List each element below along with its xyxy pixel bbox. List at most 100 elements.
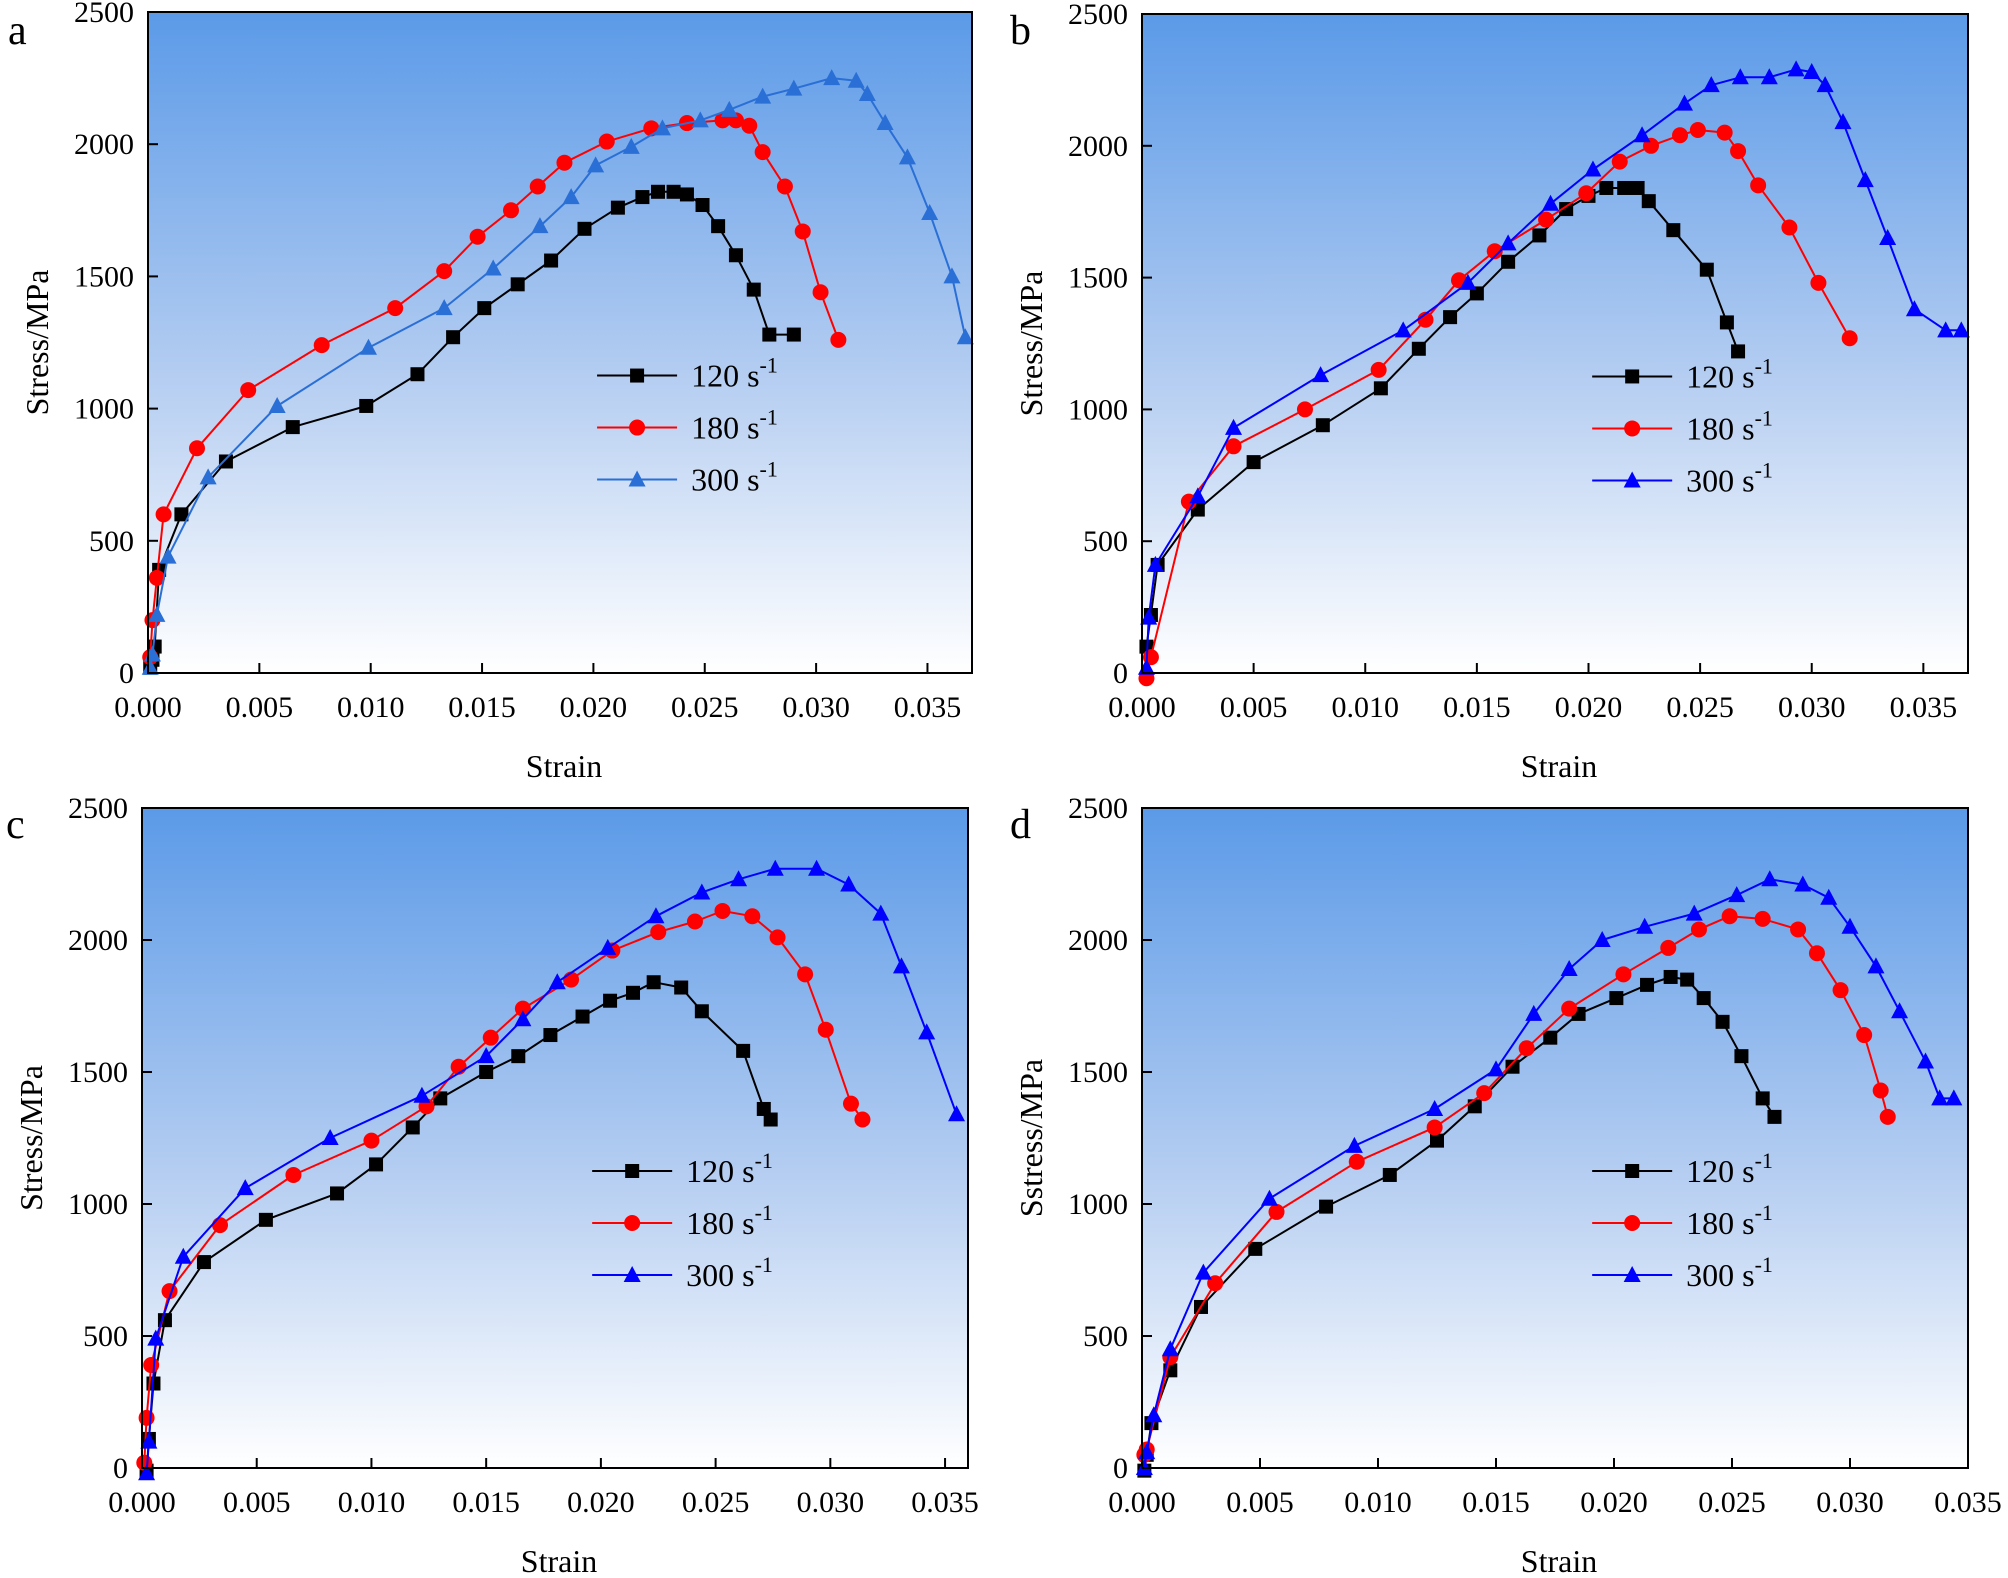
data-point: [763, 1112, 778, 1127]
data-point: [1867, 957, 1885, 974]
data-point: [1189, 487, 1207, 504]
y-tick-label: 1500: [74, 260, 134, 293]
data-point: [562, 188, 580, 205]
data-point: [138, 1409, 155, 1426]
data-point: [762, 327, 777, 342]
data-point: [369, 1157, 384, 1172]
series-s300: [1135, 870, 1963, 1475]
data-point: [1636, 917, 1654, 934]
data-point: [785, 79, 803, 96]
x-tick-label: 0.025: [682, 1486, 750, 1519]
data-point: [1443, 310, 1458, 325]
y-tick-label: 500: [89, 525, 134, 558]
data-point: [817, 1021, 834, 1038]
data-point: [1268, 1203, 1285, 1220]
x-tick-label: 0.000: [108, 1486, 176, 1519]
data-point: [1543, 1030, 1558, 1045]
data-point: [1542, 194, 1560, 211]
data-point: [622, 137, 640, 154]
data-point: [1680, 972, 1695, 987]
data-point: [529, 178, 546, 195]
data-point: [1505, 1059, 1520, 1074]
x-tick-label: 0.035: [1934, 1486, 2002, 1519]
data-point: [797, 966, 814, 983]
data-point: [694, 1004, 709, 1019]
data-point: [1630, 180, 1645, 195]
data-point: [1459, 273, 1477, 290]
legend-marker: [1625, 1164, 1640, 1178]
data-point: [943, 267, 961, 284]
data-point: [1467, 1099, 1482, 1114]
data-point: [1560, 960, 1578, 977]
data-point: [143, 1357, 160, 1374]
y-tick-label: 1500: [68, 1056, 128, 1089]
data-point: [212, 1217, 229, 1234]
data-point: [330, 1186, 345, 1201]
data-point: [650, 924, 667, 941]
x-tick-label: 0.015: [1443, 691, 1511, 724]
plot-background: [148, 12, 972, 673]
series-line: [149, 77, 967, 668]
legend-marker: [1624, 1215, 1641, 1231]
data-point: [918, 1023, 936, 1040]
data-point: [1411, 341, 1426, 356]
data-point: [1532, 228, 1547, 243]
x-tick-label: 0.010: [338, 1486, 406, 1519]
legend-label: 300 s-1: [691, 457, 778, 498]
data-point: [1781, 219, 1798, 236]
legend-marker: [624, 1215, 641, 1231]
data-point: [1841, 917, 1859, 934]
data-point: [1689, 121, 1706, 138]
data-point: [754, 87, 772, 104]
data-point: [1641, 194, 1656, 209]
y-axis-title: Stress/MPa: [13, 1065, 49, 1211]
legend-marker: [1623, 471, 1641, 488]
legend-marker: [629, 419, 646, 436]
data-point: [556, 154, 573, 171]
x-tick-label: 0.015: [452, 1486, 520, 1519]
data-point: [1945, 1089, 1963, 1106]
data-point: [720, 100, 738, 117]
data-point: [1731, 68, 1749, 85]
data-point: [1319, 1199, 1334, 1214]
data-point: [1917, 1052, 1935, 1069]
data-point: [898, 148, 916, 165]
data-point: [1382, 1167, 1397, 1182]
data-point: [711, 219, 726, 234]
y-tick-label: 2000: [74, 128, 134, 161]
data-point: [776, 178, 793, 195]
data-point: [548, 973, 566, 990]
data-point: [1611, 153, 1628, 170]
x-axis-title: Strain: [1521, 1543, 1597, 1578]
data-point: [598, 133, 615, 150]
data-point: [199, 468, 217, 485]
data-point: [1345, 1136, 1363, 1153]
data-point: [285, 1166, 302, 1183]
data-point: [1296, 401, 1313, 418]
data-point: [1820, 888, 1838, 905]
data-point: [746, 282, 761, 297]
x-tick-label: 0.020: [560, 691, 628, 724]
data-point: [577, 221, 592, 236]
data-point: [155, 506, 172, 523]
plot-frame: [141, 807, 969, 1469]
plot-background: [142, 808, 968, 1468]
data-point: [1486, 243, 1503, 260]
x-tick-label: 0.025: [1666, 691, 1734, 724]
data-point: [872, 904, 890, 921]
legend-marker: [623, 1266, 641, 1282]
data-point: [1559, 202, 1574, 217]
data-point: [736, 1043, 751, 1058]
y-tick-label: 2500: [68, 792, 128, 825]
data-point: [313, 337, 330, 354]
data-point: [1246, 455, 1261, 470]
data-point: [258, 1212, 273, 1227]
data-point: [1702, 76, 1720, 93]
x-tick-label: 0.035: [1890, 691, 1958, 724]
series-line: [1143, 878, 1954, 1469]
data-point: [1841, 330, 1858, 347]
y-tick-label: 0: [1113, 657, 1128, 690]
data-point: [1584, 160, 1602, 177]
data-point: [1248, 1241, 1263, 1256]
